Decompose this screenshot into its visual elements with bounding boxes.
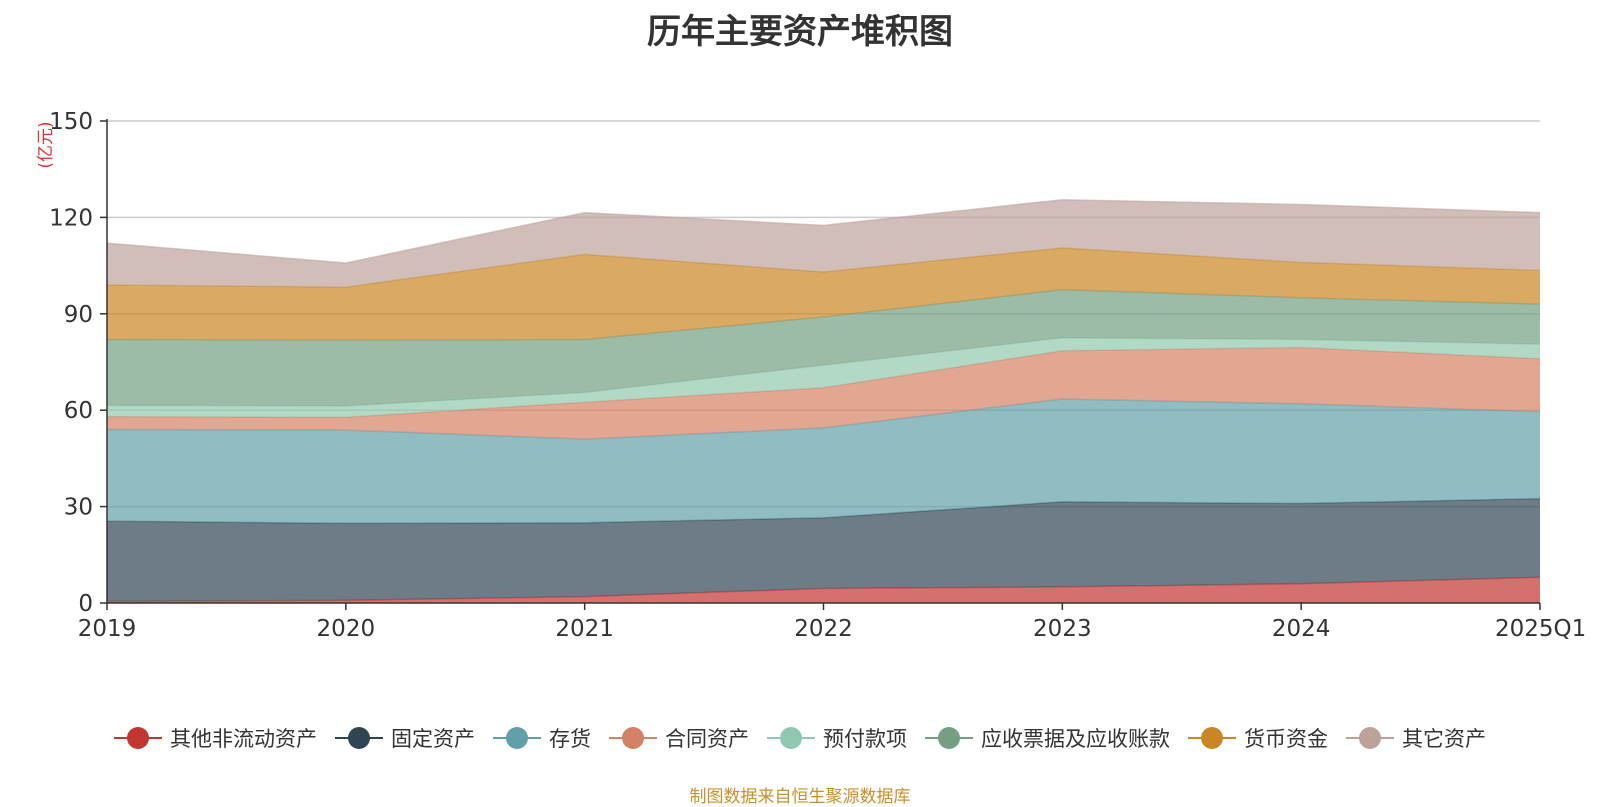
legend-item-0[interactable]: 其他非流动资产: [114, 723, 317, 753]
legend-marker-icon: [767, 726, 815, 750]
x-tick-label: 2021: [555, 616, 614, 642]
y-tick-label: 120: [49, 205, 93, 231]
y-tick-label: 60: [64, 398, 93, 424]
legend-item-7[interactable]: 其它资产: [1346, 723, 1486, 753]
x-tick-label: 2024: [1272, 616, 1331, 642]
legend-label: 存货: [549, 727, 591, 751]
legend-item-6[interactable]: 货币资金: [1188, 723, 1328, 753]
area-2: [107, 399, 1540, 524]
legend-marker-icon: [493, 726, 541, 750]
source-note: 制图数据来自恒生聚源数据库: [689, 787, 911, 807]
legend-item-2[interactable]: 存货: [493, 723, 591, 753]
legend-marker-icon: [335, 726, 383, 750]
area-3: [107, 347, 1540, 440]
legend-marker-icon: [1188, 726, 1236, 750]
x-tick-label: 2022: [794, 616, 853, 642]
series-7: [106, 198, 1541, 288]
y-tick-label: 0: [78, 591, 93, 617]
legend-marker-icon: [1346, 726, 1394, 750]
legend-marker-icon: [609, 726, 657, 750]
legend-label: 其他非流动资产: [170, 727, 317, 751]
area-0: [107, 577, 1540, 603]
axes: 0 30 60 90 120 150 2019 2020 2021 2022 2023 2024 202…: [36, 109, 1586, 642]
legend-marker-icon: [114, 726, 162, 750]
legend-item-5[interactable]: 应收票据及应收账款: [925, 723, 1170, 753]
legend-item-1[interactable]: 固定资产: [335, 723, 475, 753]
x-tick-label: 2025Q1: [1495, 616, 1586, 642]
area-series: [106, 198, 1541, 603]
area-7: [107, 199, 1540, 288]
legend-label: 应收票据及应收账款: [981, 727, 1170, 751]
legend-item-3[interactable]: 合同资产: [609, 723, 749, 753]
legend-label: 预付款项: [823, 727, 907, 751]
legend-marker-icon: [925, 726, 973, 750]
area-4: [107, 337, 1540, 418]
y-tick-label: 150: [49, 109, 93, 135]
y-tick-label: 90: [64, 302, 93, 328]
area-line-7: [106, 198, 1541, 264]
y-tick-label: 30: [64, 495, 93, 521]
area-5: [107, 289, 1540, 406]
y-axis-unit-label: (亿元): [36, 121, 56, 168]
legend-label: 其它资产: [1402, 727, 1486, 751]
x-tick-label: 2020: [317, 616, 376, 642]
legend-label: 货币资金: [1244, 727, 1328, 751]
legend-item-4[interactable]: 预付款项: [767, 723, 907, 753]
legend-label: 合同资产: [665, 727, 749, 751]
legend-label: 固定资产: [391, 727, 475, 751]
chart-title: 历年主要资产堆积图: [647, 12, 953, 52]
x-tick-label: 2023: [1033, 616, 1092, 642]
area-1: [107, 498, 1540, 602]
x-tick-label: 2019: [78, 616, 137, 642]
legend: 其他非流动资产 固定资产 存货 合同资产 预付款项 应收票据及应收账款 货币资金 其它资产: [0, 720, 1600, 756]
